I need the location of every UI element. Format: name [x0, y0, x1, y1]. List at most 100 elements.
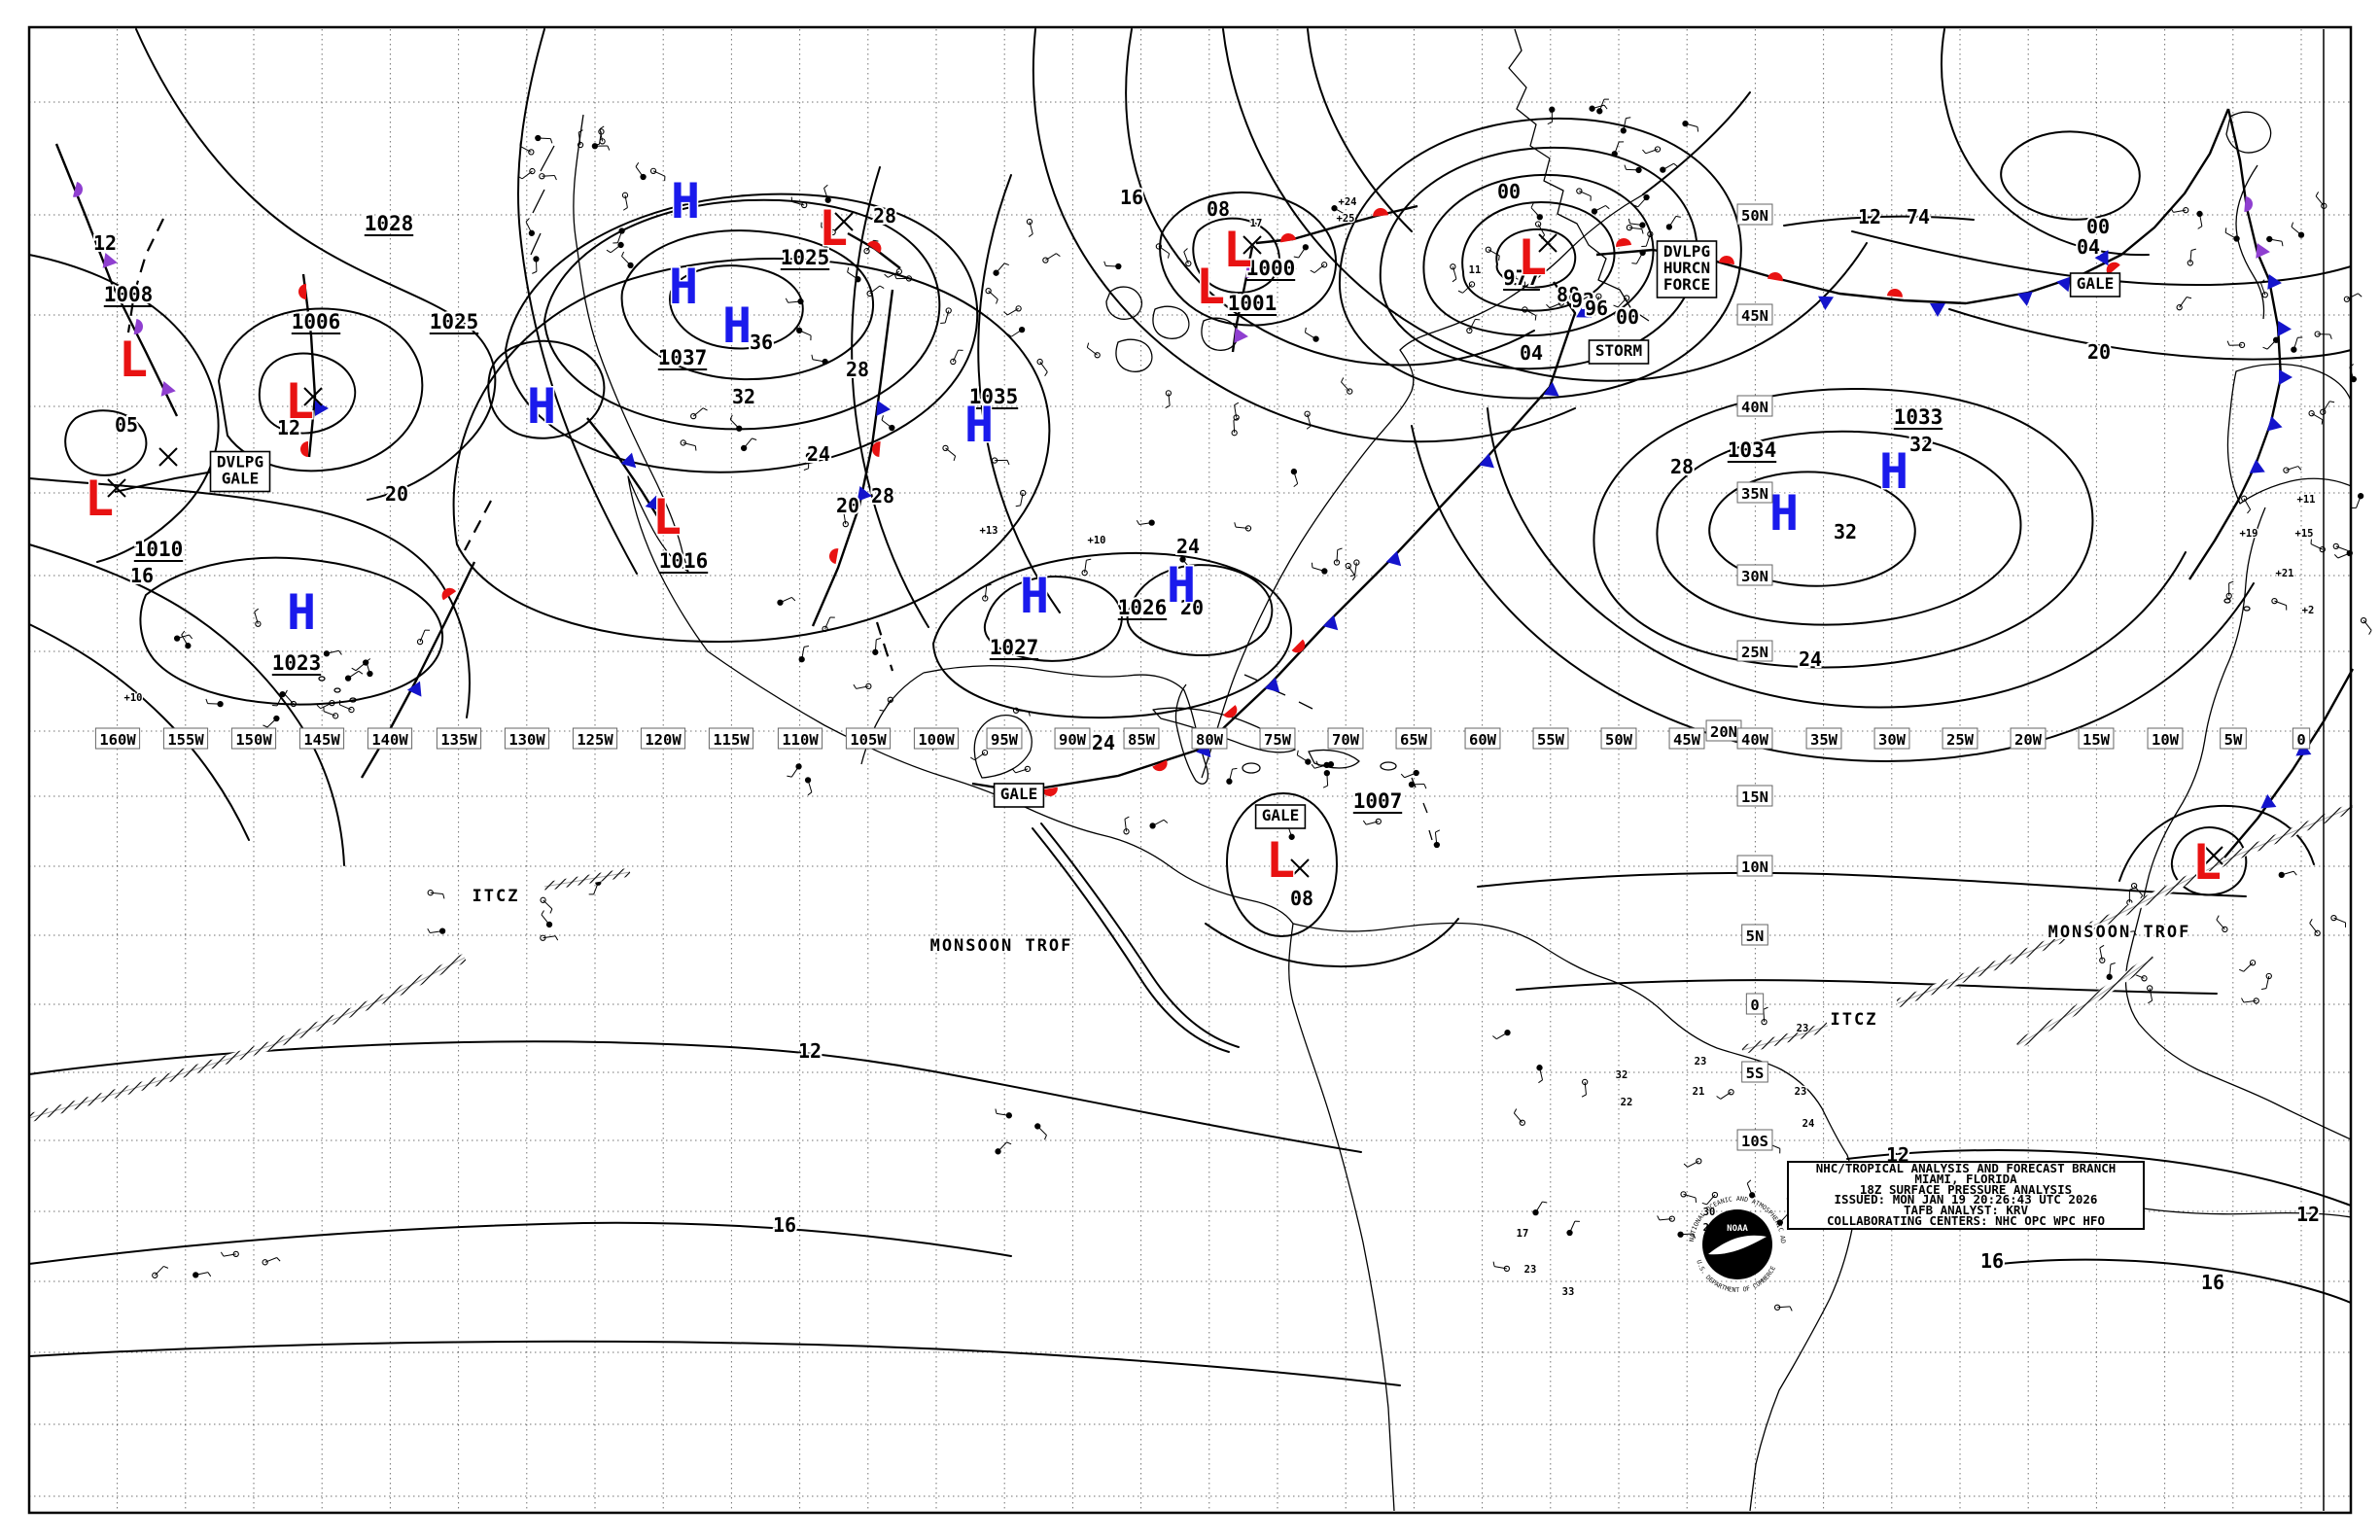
warning-box [1254, 804, 1307, 829]
station-plot [539, 173, 557, 181]
station-plot [1304, 410, 1312, 430]
station-value-label: +21 [2276, 568, 2294, 579]
high-pressure-center: H [1167, 557, 1196, 613]
front-symbol-triangle [160, 380, 176, 397]
station-plot [1331, 205, 1347, 220]
longitude-label: 75W [1264, 731, 1292, 749]
station-plot [872, 637, 882, 655]
isobar-path [487, 339, 606, 439]
low-center-marks [107, 212, 2223, 878]
station-plot [594, 128, 605, 146]
center-cross-mark [1290, 858, 1310, 878]
isobar-contour-label: 36 [750, 331, 773, 354]
longitude-label: 95W [991, 731, 1019, 749]
isobar-path [1225, 791, 1339, 938]
front-symbol-semicircle [1886, 289, 1903, 298]
station-plot [1624, 164, 1642, 174]
center-cross-mark [303, 387, 323, 406]
station-plot [1683, 1158, 1702, 1168]
longitude-label: 85W [1128, 731, 1156, 749]
longitude-label: 0 [2296, 731, 2305, 749]
station-plot [1680, 1191, 1698, 1203]
coastline-path [1422, 802, 1428, 814]
isobar-path [1032, 827, 1230, 1053]
station-plot [577, 129, 584, 149]
station-value-label: 11 [1469, 264, 1482, 276]
station-plot [2106, 962, 2116, 980]
longitude-label: 45W [1673, 731, 1701, 749]
isobar-path [1948, 308, 2352, 361]
station-plot [842, 508, 849, 528]
pressure-value-label: 1028 [365, 212, 414, 235]
longitude-label: 155W [167, 731, 204, 749]
high-pressure-center: H [964, 397, 994, 453]
station-plot [192, 1272, 212, 1278]
station-plot [1136, 519, 1155, 526]
station-plot [1408, 781, 1427, 789]
longitude-label-box [2292, 727, 2311, 750]
front-symbol-semicircle [1245, 262, 1254, 278]
isobar-contour-label: 20 [1180, 596, 1204, 619]
station-value-label: 23 [1524, 1264, 1537, 1276]
coastline-path [2235, 164, 2265, 320]
noaa-seagull-icon [1708, 1235, 1767, 1255]
station-plot [540, 934, 559, 941]
isobar-contour-label: 12 [1858, 205, 1881, 228]
station-plot [1233, 402, 1240, 421]
coastline-path [1292, 922, 1856, 1512]
longitude-label-box [1668, 727, 1705, 750]
coastline-path [540, 145, 555, 172]
isobar-contour-label: 12 [277, 416, 300, 439]
front-symbol-semicircle [1152, 759, 1168, 772]
front-symbol-semicircle [1373, 208, 1389, 217]
high-pressure-center: H [1769, 485, 1799, 542]
station-plot [881, 415, 895, 432]
pressure-value-label: 1006 [292, 310, 341, 333]
station-value-label: 22 [1621, 1097, 1633, 1108]
longitude-label-box [1327, 727, 1364, 750]
longitude-label-box [367, 727, 413, 750]
latitude-label-box [1736, 395, 1773, 417]
station-plot [2262, 336, 2280, 350]
station-plot [2187, 248, 2196, 266]
longitude-label: 30W [1878, 731, 1907, 749]
front-symbol-triangle [315, 401, 329, 416]
isobar-path [28, 254, 220, 563]
itcz-band-edge [1741, 1025, 1829, 1051]
pressure-value-label: 1000 [1246, 257, 1296, 280]
station-plot [1716, 1089, 1734, 1100]
front-symbol-semicircle [298, 284, 306, 299]
high-pressure-center: H [1020, 568, 1049, 624]
front-symbol-semicircle [1280, 232, 1297, 243]
longitude-labels: 160W 155W 150W 145W 140W 135W 130W 125W 120W 115W… [94, 727, 2311, 750]
low-pressure-center: L [85, 471, 114, 527]
isobar-path [135, 28, 497, 501]
longitude-label-box [2078, 727, 2115, 750]
front-symbol-triangle [1818, 296, 1835, 310]
isobar-path [28, 543, 345, 866]
latitude-label: 5S [1746, 1065, 1765, 1082]
station-plot [940, 307, 952, 324]
station-plot [416, 629, 431, 646]
station-plot [1322, 769, 1330, 788]
front-symbol-semicircle [872, 441, 881, 458]
longitude-label: 120W [645, 731, 682, 749]
station-plot [1611, 141, 1625, 158]
warning-box [1656, 240, 1718, 298]
front-line-cold [2223, 668, 2355, 858]
front-symbol-triangle [2249, 459, 2265, 473]
coastline-path [2124, 507, 2352, 1140]
warning-box-label: STORM [1595, 341, 1642, 360]
latitude-label-box [1736, 855, 1773, 877]
station-plot [811, 354, 828, 366]
warning-box [209, 450, 271, 493]
longitude-label: 55W [1537, 731, 1565, 749]
low-pressure-center: L [1223, 222, 1252, 278]
longitude-label: 145W [303, 731, 340, 749]
warning-box-label: GALE [222, 470, 260, 488]
station-value-label: 17 [1250, 218, 1263, 229]
front-symbol-semicircle [828, 548, 839, 565]
station-plot [1234, 522, 1252, 532]
isobar-path [1487, 407, 2187, 709]
station-plot [1183, 248, 1192, 267]
